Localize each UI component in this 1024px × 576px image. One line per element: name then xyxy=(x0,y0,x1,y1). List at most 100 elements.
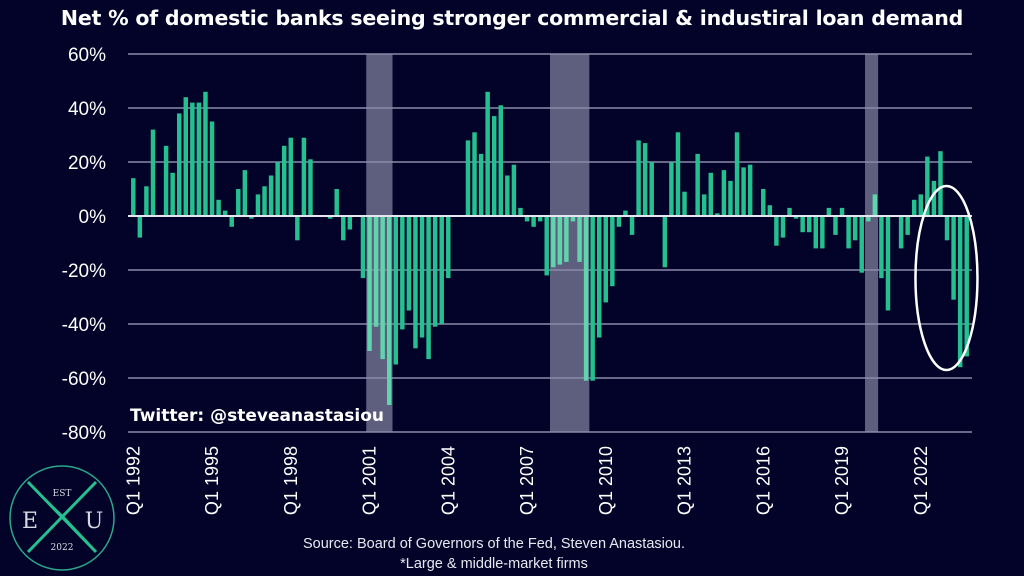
bar xyxy=(918,194,924,216)
bar xyxy=(465,140,471,216)
gridlines-layer xyxy=(128,53,972,433)
bar xyxy=(544,216,549,276)
bar xyxy=(616,216,622,227)
bar xyxy=(636,140,641,216)
footnote: *Large & middle-market firms xyxy=(400,556,588,572)
y-tick-label: -20% xyxy=(62,261,106,282)
logo-u: U xyxy=(85,509,104,534)
y-tick-label: -80% xyxy=(62,423,106,444)
bar xyxy=(898,216,904,249)
bar xyxy=(262,186,267,216)
annotation-layer xyxy=(914,184,979,372)
bar xyxy=(518,207,523,216)
bar xyxy=(413,216,418,349)
bar xyxy=(885,216,891,311)
bar xyxy=(386,216,392,405)
bar xyxy=(701,194,707,216)
bar xyxy=(557,216,563,265)
highlight-ellipse xyxy=(914,184,979,372)
y-axis-tick-labels: 60% 40% 20% 0% -20% -40% -60% -80% xyxy=(62,45,106,444)
x-tick-label: Q1 1992 xyxy=(123,446,143,515)
bar xyxy=(879,216,884,279)
bar xyxy=(209,121,215,216)
bar xyxy=(675,132,681,216)
recession-band xyxy=(865,54,879,432)
bar xyxy=(715,213,720,216)
bar xyxy=(301,137,307,216)
chart-title: Net % of domestic banks seeing stronger … xyxy=(60,6,964,30)
bar xyxy=(511,164,517,216)
bar xyxy=(866,216,871,222)
bar xyxy=(327,216,333,219)
bar xyxy=(229,216,234,227)
bar xyxy=(564,216,569,262)
x-tick-label: Q1 2022 xyxy=(911,446,931,515)
bars-layer xyxy=(131,91,969,405)
x-tick-label: Q1 1995 xyxy=(202,446,222,515)
x-tick-label: Q1 1998 xyxy=(281,446,301,515)
bar xyxy=(570,216,576,222)
logo-est: EST xyxy=(53,489,72,499)
bar xyxy=(537,216,543,222)
bar xyxy=(341,216,346,241)
recession-band xyxy=(550,54,590,432)
bar xyxy=(761,189,766,216)
y-tick-label: -40% xyxy=(62,315,106,336)
bar xyxy=(491,116,497,216)
bar xyxy=(281,145,287,216)
bar xyxy=(203,91,208,216)
bar xyxy=(393,216,399,365)
bar xyxy=(610,216,615,287)
bar xyxy=(196,102,202,216)
bar xyxy=(957,216,963,368)
bar xyxy=(131,178,136,216)
bar xyxy=(176,113,182,216)
bar xyxy=(826,207,832,216)
bar xyxy=(747,164,753,216)
bar xyxy=(695,153,700,216)
bar xyxy=(439,216,444,324)
bar xyxy=(432,216,438,327)
exu-logo: EST E U 2022 xyxy=(9,465,115,571)
bar xyxy=(190,102,195,216)
bar xyxy=(400,216,405,330)
bar xyxy=(478,153,484,216)
bar xyxy=(577,216,582,262)
bar xyxy=(590,216,595,381)
bar xyxy=(944,216,950,241)
bar xyxy=(295,216,300,241)
bar xyxy=(780,216,786,238)
bar xyxy=(446,216,451,279)
bar xyxy=(905,216,910,235)
bar xyxy=(813,216,819,249)
bar xyxy=(603,216,609,303)
bar xyxy=(642,143,648,216)
bar xyxy=(852,216,858,241)
bar xyxy=(951,216,956,300)
logo-year: 2022 xyxy=(51,543,74,553)
bar xyxy=(806,216,812,233)
bar xyxy=(774,216,779,246)
bar xyxy=(741,167,746,216)
x-tick-label: Q1 2013 xyxy=(675,446,695,515)
bar xyxy=(793,216,799,219)
x-axis-tick-labels: Q1 1992 Q1 1995 Q1 1998 Q1 2001 Q1 2004 Q1 20… xyxy=(123,446,931,515)
bar xyxy=(144,186,149,216)
bar xyxy=(682,191,687,216)
bar xyxy=(505,175,510,216)
bar xyxy=(787,207,792,216)
bar xyxy=(524,216,530,222)
bar xyxy=(268,175,274,216)
bar xyxy=(373,216,379,327)
x-tick-label: Q1 2016 xyxy=(753,446,773,515)
bar xyxy=(551,216,556,268)
bar xyxy=(833,216,838,235)
bar xyxy=(531,216,536,227)
bar xyxy=(938,151,943,216)
bar xyxy=(308,159,313,216)
bar xyxy=(839,207,845,216)
bar xyxy=(964,216,969,357)
bar xyxy=(380,216,385,360)
bar xyxy=(163,145,169,216)
